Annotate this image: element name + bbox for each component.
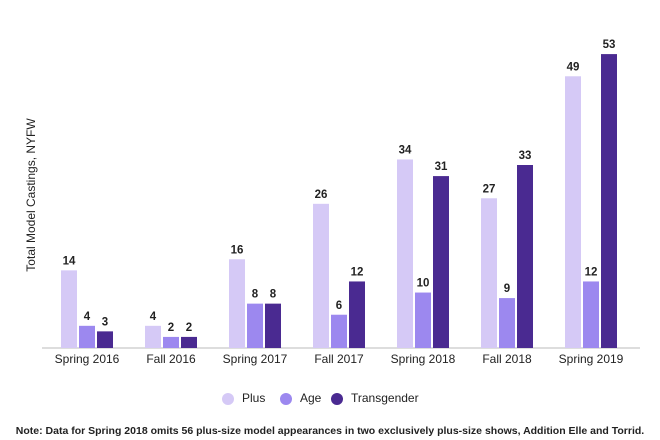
- legend-swatch: [222, 393, 234, 405]
- value-label: 27: [483, 183, 496, 195]
- value-label: 3: [102, 316, 108, 328]
- value-label: 12: [351, 266, 364, 278]
- bar: [481, 198, 497, 348]
- x-tick-label: Fall 2016: [146, 352, 196, 366]
- bar: [163, 336, 179, 348]
- value-label: 8: [270, 289, 277, 301]
- bar: [565, 76, 581, 348]
- bar: [79, 325, 95, 348]
- value-label: 6: [336, 300, 342, 312]
- legend-label: Plus: [242, 391, 265, 405]
- bar: [265, 303, 281, 348]
- x-tick-label: Spring 2016: [55, 352, 120, 366]
- bar: [247, 303, 263, 348]
- value-label: 49: [567, 61, 580, 73]
- bar: [349, 281, 365, 348]
- x-tick-label: Fall 2018: [482, 352, 532, 366]
- x-tick-label: Spring 2018: [391, 352, 456, 366]
- value-label: 31: [435, 161, 448, 173]
- bar: [331, 314, 347, 348]
- legend-label: Transgender: [351, 391, 419, 405]
- y-axis-label: Total Model Castings, NYFW: [24, 118, 38, 272]
- value-label: 2: [186, 322, 192, 334]
- value-label: 53: [603, 39, 616, 51]
- x-tick-label: Fall 2017: [314, 352, 364, 366]
- bar: [145, 325, 161, 348]
- bar: [61, 270, 77, 348]
- value-label: 26: [315, 189, 328, 201]
- bar: [181, 336, 197, 348]
- value-label: 4: [84, 311, 91, 323]
- value-label: 4: [150, 311, 157, 323]
- bar: [601, 54, 617, 348]
- value-label: 12: [585, 266, 598, 278]
- bar: [517, 165, 533, 348]
- x-tick-label: Spring 2019: [559, 352, 624, 366]
- bar: [313, 203, 329, 348]
- value-label: 9: [504, 283, 510, 295]
- legend-swatch: [280, 393, 292, 405]
- value-label: 14: [63, 255, 76, 267]
- bar: [499, 298, 515, 348]
- value-label: 8: [252, 289, 259, 301]
- value-label: 33: [519, 150, 532, 162]
- value-label: 16: [231, 244, 244, 256]
- value-label: 2: [168, 322, 174, 334]
- bar: [415, 292, 431, 348]
- legend-label: Age: [300, 391, 322, 405]
- bar: [583, 281, 599, 348]
- note: Note: Data for Spring 2018 omits 56 plus…: [16, 425, 644, 437]
- value-label: 34: [399, 144, 412, 156]
- bar: [229, 259, 245, 348]
- bar: [433, 176, 449, 348]
- x-tick-label: Spring 2017: [223, 352, 288, 366]
- value-label: 10: [417, 278, 430, 290]
- bar: [97, 331, 113, 348]
- legend-swatch: [331, 393, 343, 405]
- bar: [397, 159, 413, 348]
